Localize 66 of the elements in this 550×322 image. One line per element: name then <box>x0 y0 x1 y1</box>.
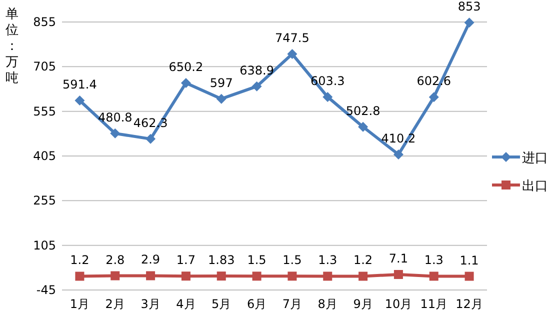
point <box>429 272 438 281</box>
data-label: 2.8 <box>106 252 125 267</box>
data-label: 1.83 <box>208 253 235 268</box>
data-label: 1.3 <box>424 253 444 268</box>
x-tick-label: 3月 <box>140 297 160 311</box>
point <box>216 94 226 104</box>
data-label: 480.8 <box>98 110 132 124</box>
data-label: 1.2 <box>70 253 90 268</box>
legend-label: 进口 <box>522 151 548 166</box>
y-tick-label: 255 <box>33 194 56 208</box>
point <box>358 122 368 132</box>
x-tick-label: 2月 <box>105 297 125 311</box>
point <box>287 49 298 60</box>
data-label: 650.2 <box>168 60 204 74</box>
x-tick-label: 4月 <box>176 297 196 311</box>
point <box>252 81 262 92</box>
data-label: 747.5 <box>275 31 310 46</box>
data-label: 597 <box>210 76 233 90</box>
data-label: 591.4 <box>62 77 97 92</box>
legend-label: 出口 <box>522 179 548 194</box>
x-tick-label: 10月 <box>384 297 412 311</box>
point <box>393 149 404 160</box>
y-tick-label: 405 <box>33 149 56 163</box>
data-label: 2.9 <box>140 252 160 267</box>
point <box>74 95 85 106</box>
x-tick-label: 7月 <box>282 297 302 311</box>
data-label: 1.1 <box>460 253 479 268</box>
y-axis-title: 单位：万吨 <box>6 7 18 86</box>
point <box>323 272 332 281</box>
x-tick-label: 11月 <box>420 297 448 311</box>
point <box>75 272 84 281</box>
x-tick-label: 6月 <box>246 297 267 311</box>
data-label: 1.7 <box>176 253 196 268</box>
y-tick-label: 705 <box>33 60 56 74</box>
point <box>428 92 439 102</box>
data-label: 7.1 <box>388 251 408 266</box>
point <box>180 78 191 88</box>
data-label: 638.9 <box>240 63 274 78</box>
point <box>358 272 368 281</box>
point <box>110 128 120 138</box>
data-label: 853 <box>458 0 481 14</box>
point <box>288 272 297 281</box>
y-tick-label: 555 <box>33 104 56 118</box>
point <box>394 270 403 279</box>
x-tick-label: 12月 <box>456 297 483 311</box>
point <box>252 272 262 281</box>
y-tick-label: 105 <box>33 238 56 252</box>
point <box>464 272 474 281</box>
data-label: 1.5 <box>247 253 266 268</box>
point <box>322 92 333 102</box>
point <box>464 18 474 28</box>
point <box>216 272 226 281</box>
data-label: 1.5 <box>282 253 302 268</box>
y-tick-label: 855 <box>33 15 56 29</box>
data-label: 1.2 <box>353 253 373 268</box>
x-tick-label: 8月 <box>318 297 338 311</box>
point <box>181 272 190 281</box>
x-tick-label: 1月 <box>70 297 90 311</box>
x-tick-label: 9月 <box>353 297 373 311</box>
data-label: 502.8 <box>346 104 380 118</box>
x-tick-label: 5月 <box>212 297 232 311</box>
data-label: 1.3 <box>318 253 338 268</box>
y-tick-label: -45 <box>36 283 56 297</box>
point <box>146 134 156 144</box>
point <box>146 271 156 280</box>
point <box>110 271 120 280</box>
